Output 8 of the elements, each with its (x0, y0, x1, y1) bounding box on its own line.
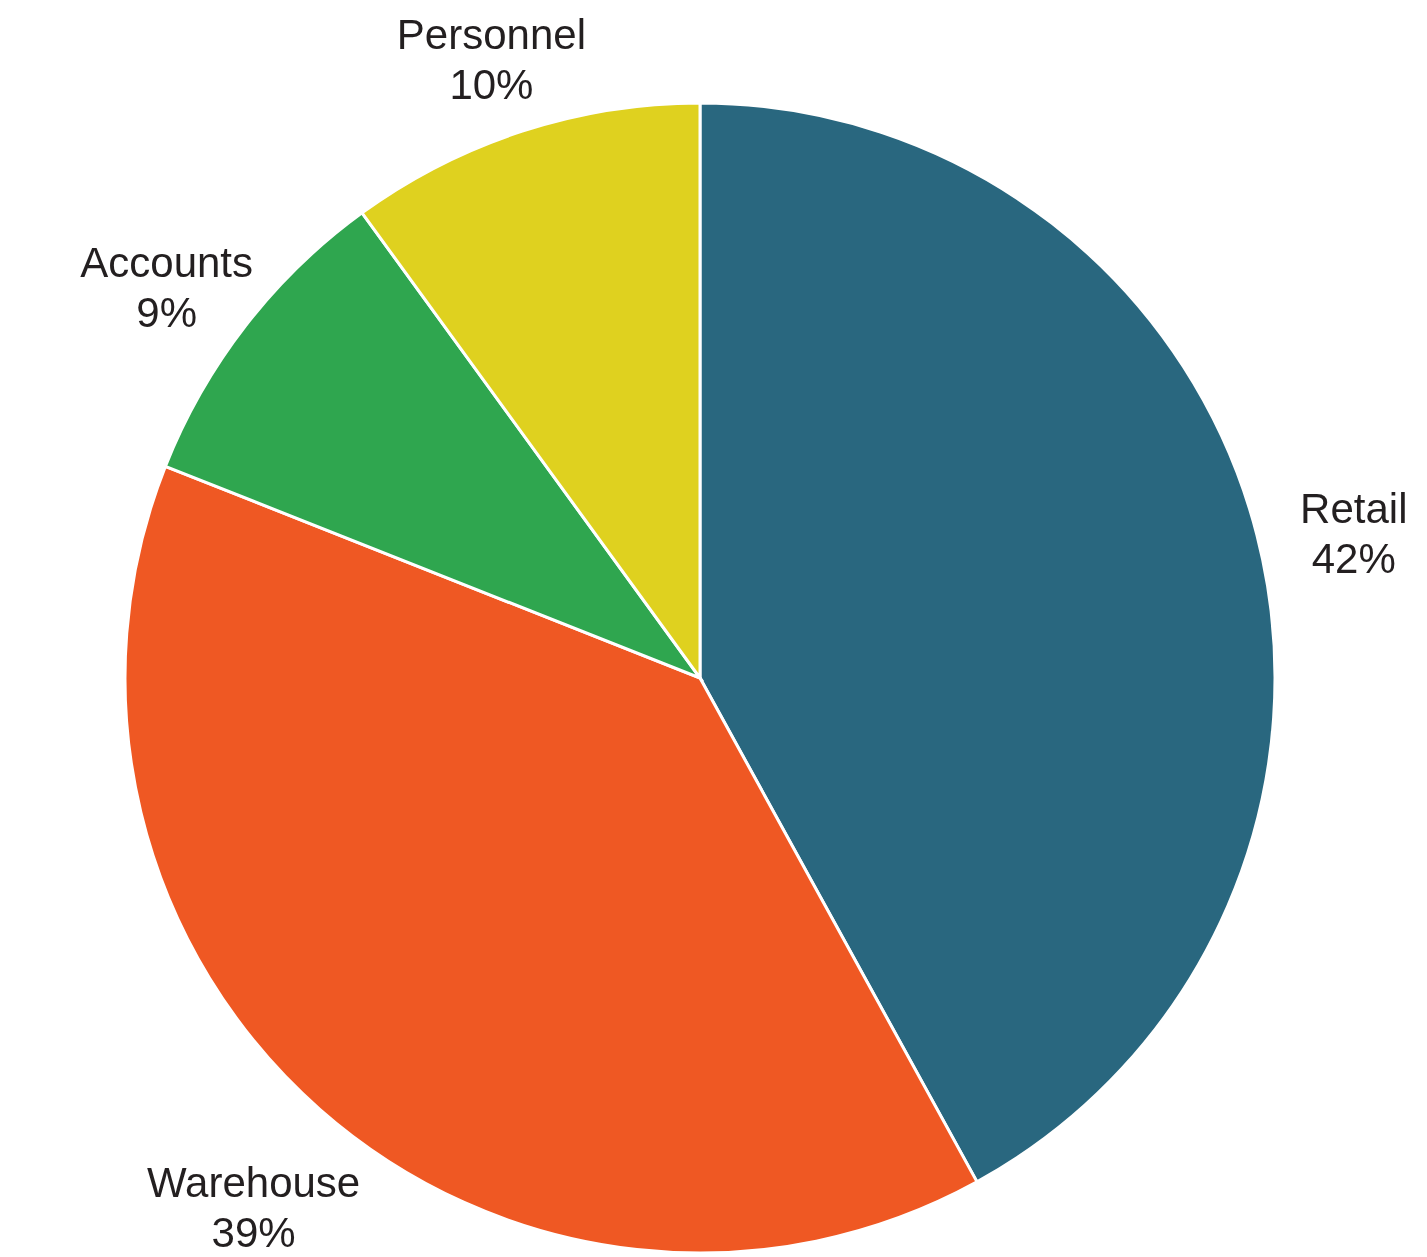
data-label: 42% (1311, 535, 1396, 583)
data-label: 39% (211, 1209, 296, 1257)
slice-label: Personnel (396, 11, 586, 59)
slice-label: Warehouse (147, 1159, 361, 1207)
slice-label: Retail (1300, 485, 1408, 533)
slice-label: Accounts (80, 239, 254, 287)
data-label: 10% (449, 61, 534, 109)
data-label: 9% (136, 289, 197, 337)
